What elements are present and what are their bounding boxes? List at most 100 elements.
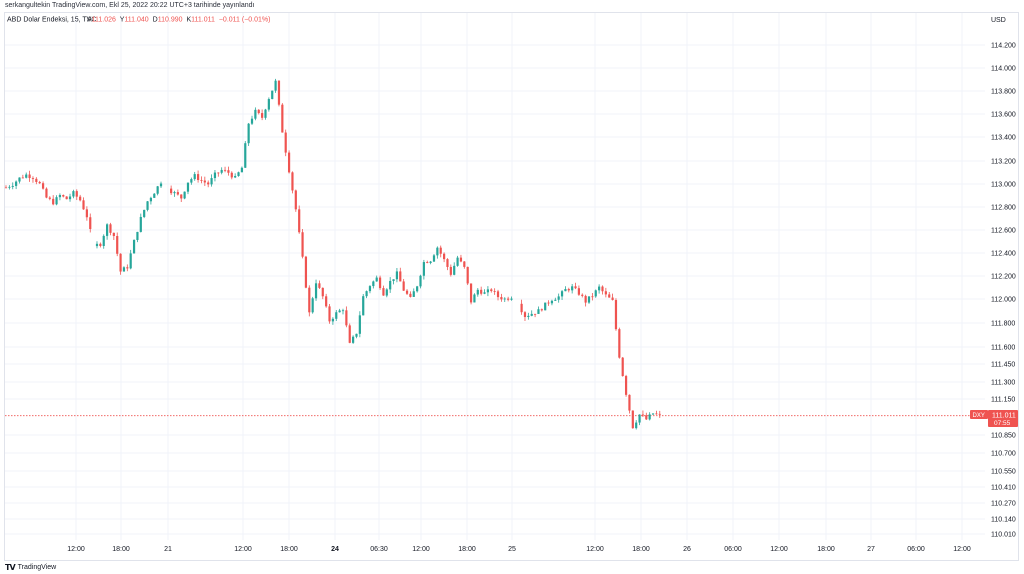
candle-body: [234, 175, 237, 178]
candle: [45, 187, 48, 199]
price-tick-label: 112.400: [991, 251, 1016, 258]
candle: [520, 299, 523, 315]
candle-body: [28, 174, 31, 179]
candle-body: [89, 217, 92, 229]
candle: [190, 177, 193, 185]
candle-body: [476, 289, 479, 295]
candle-body: [210, 178, 213, 185]
candle: [547, 300, 550, 306]
candle: [338, 308, 341, 313]
price-axis: 114.200 114.000 113.800 113.600 113.400 113.2…: [991, 43, 1016, 539]
price-tick-label: 110.010: [991, 532, 1016, 539]
candle-body: [564, 289, 567, 292]
candle: [635, 420, 638, 430]
candle-body: [503, 298, 506, 300]
legend-symbol: ABD Dolar Endeksi, 15, TVC: [7, 17, 96, 24]
candle: [281, 103, 284, 133]
candle-body: [79, 196, 82, 201]
candle: [41, 181, 45, 190]
candle: [237, 171, 240, 177]
candle: [254, 107, 257, 121]
candle: [176, 189, 179, 196]
candle: [560, 289, 564, 301]
candle-body: [112, 232, 115, 237]
candle-body: [368, 286, 372, 292]
candle-body: [621, 357, 624, 377]
current-price-tag[interactable]: DXY 111.011 07:55: [970, 410, 1018, 427]
candle: [106, 223, 109, 240]
candle-body: [378, 277, 382, 289]
candle-body: [153, 193, 156, 198]
candle: [132, 239, 136, 254]
candle-body: [301, 232, 304, 257]
candle: [476, 288, 479, 297]
candle-body: [658, 413, 661, 415]
candle-body: [311, 298, 314, 313]
candle: [294, 189, 297, 212]
candle-body: [196, 174, 200, 180]
candle: [156, 185, 159, 196]
candle: [227, 166, 230, 176]
candle-body: [463, 261, 466, 267]
publication-header: serkangultekin TradingView.com, Ekl 25, …: [0, 0, 1024, 13]
candle: [503, 297, 506, 303]
candle-body: [200, 179, 203, 181]
candle: [234, 173, 237, 179]
candle: [318, 280, 321, 290]
candle-body: [21, 177, 24, 179]
price-tick-label: 114.200: [991, 43, 1016, 50]
candle: [628, 394, 631, 414]
candle: [126, 264, 129, 272]
candle-body: [537, 309, 540, 314]
candle: [527, 312, 530, 320]
footer-brand[interactable]: 𝗧𝗩 TradingView: [5, 561, 56, 573]
time-tick-label: 12:00: [412, 546, 430, 553]
candle: [139, 213, 142, 233]
candle: [314, 279, 318, 301]
candle-body: [496, 291, 500, 298]
time-tick-label: 12:00: [67, 546, 85, 553]
candle-body: [567, 289, 570, 291]
candle: [571, 283, 574, 294]
candle: [469, 283, 473, 305]
price-tick-label: 111.600: [991, 345, 1015, 352]
candle-body: [109, 224, 112, 233]
candle: [55, 195, 58, 206]
candle-body: [18, 177, 21, 182]
candle: [136, 231, 139, 243]
candle: [402, 278, 405, 291]
candle-body: [203, 180, 206, 183]
candle: [143, 209, 146, 219]
candle-body: [314, 283, 318, 299]
candle: [304, 255, 308, 289]
time-tick-label: 06:00: [724, 546, 742, 553]
candle-body: [533, 313, 537, 315]
candle: [608, 292, 611, 298]
price-tick-label: 112.000: [991, 297, 1016, 304]
candle: [540, 308, 543, 312]
candle-body: [500, 297, 503, 300]
candle: [564, 286, 567, 292]
candle: [25, 172, 28, 179]
candle: [183, 191, 186, 200]
candle-body: [402, 281, 405, 291]
chart-legend: ABD Dolar Endeksi, 15, TVC A111.026 Y111…: [7, 17, 270, 24]
candle-body: [571, 286, 574, 291]
candle-body: [136, 231, 139, 240]
candle: [180, 194, 183, 202]
candle-body: [298, 209, 301, 233]
candle: [116, 232, 119, 257]
candle: [345, 306, 348, 328]
candles: [4, 78, 661, 430]
price-tag-symbol: DXY: [973, 413, 985, 419]
candle: [510, 296, 513, 301]
candle: [200, 176, 203, 184]
candle-body: [68, 196, 72, 200]
candle: [614, 298, 618, 331]
candle: [449, 264, 452, 277]
candle: [355, 333, 358, 339]
candle: [230, 171, 233, 180]
candle-body: [614, 300, 618, 330]
candle-body: [75, 191, 78, 197]
